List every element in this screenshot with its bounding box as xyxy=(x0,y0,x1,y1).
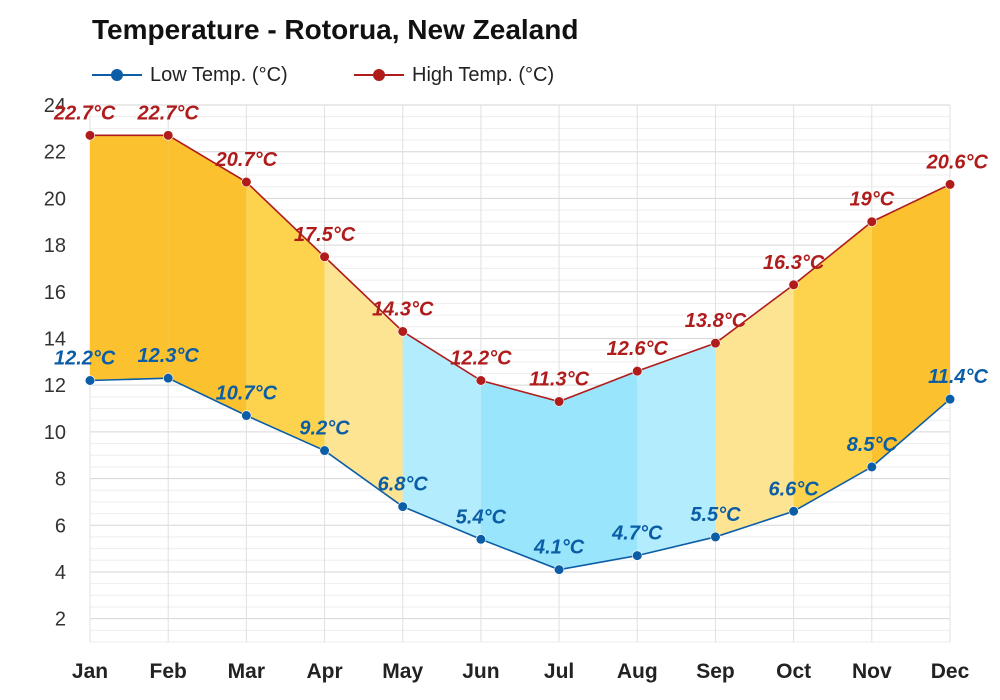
high-temp-data-label: 12.6°C xyxy=(607,338,669,360)
high-temp-point xyxy=(475,375,487,386)
chart-title: Temperature - Rotorua, New Zealand xyxy=(92,14,579,45)
x-tick-label-jan: Jan xyxy=(72,660,108,683)
high-temp-line xyxy=(90,134,951,403)
y-tick-label: 4 xyxy=(55,562,66,584)
high-temp-data-label: 14.3°C xyxy=(372,298,434,320)
range-band-nov xyxy=(871,184,950,467)
high-temp-point xyxy=(788,279,799,290)
range-band-sep xyxy=(715,284,794,537)
high-temp-point xyxy=(632,366,643,377)
x-tick-label-feb: Feb xyxy=(150,660,187,683)
low-temp-data-label: 4.1°C xyxy=(533,537,585,559)
low-temp-data-label: 11.4°C xyxy=(928,366,988,388)
low-temp-line xyxy=(89,377,951,571)
high-temp-point xyxy=(84,130,96,141)
legend-line-high-icon xyxy=(354,69,404,81)
y-tick-label: 20 xyxy=(44,188,66,210)
y-tick-label: 2 xyxy=(55,609,66,631)
high-temp-point xyxy=(319,251,330,262)
legend-item-high[interactable]: High Temp. (°C) xyxy=(354,60,554,90)
low-temp-point xyxy=(241,410,252,421)
high-temp-data-label: 22.7°C xyxy=(53,102,116,124)
range-band-feb xyxy=(168,135,247,416)
high-temp-data-label: 13.8°C xyxy=(685,310,747,332)
low-temp-data-label: 10.7°C xyxy=(216,383,278,405)
low-temp-point xyxy=(163,373,174,384)
low-temp-point xyxy=(866,461,877,472)
low-temp-point xyxy=(319,445,330,456)
x-tick-label-apr: Apr xyxy=(306,660,342,683)
low-temp-point xyxy=(397,501,408,512)
x-tick-label-nov: Nov xyxy=(852,660,892,683)
y-tick-label: 24 xyxy=(44,95,66,117)
x-tick-label-jun: Jun xyxy=(462,660,499,683)
low-temp-data-label: 4.7°C xyxy=(611,523,663,545)
x-tick-label-may: May xyxy=(382,660,423,683)
high-temp-data-label: 17.5°C xyxy=(294,224,356,246)
range-band-aug xyxy=(637,343,716,556)
low-temp-point xyxy=(553,564,565,575)
range-band-mar xyxy=(246,182,325,451)
high-temp-data-label: 20.7°C xyxy=(215,149,278,171)
high-temp-point xyxy=(163,130,174,141)
high-temp-point xyxy=(553,396,565,407)
y-tick-label: 12 xyxy=(44,375,66,397)
legend-label-high: High Temp. (°C) xyxy=(412,63,555,86)
low-temp-point xyxy=(710,531,721,543)
low-temp-data-label: 12.2°C xyxy=(54,348,116,370)
range-band-oct xyxy=(793,221,872,512)
high-temp-point xyxy=(397,326,408,337)
x-tick-label-mar: Mar xyxy=(228,660,265,683)
high-temp-point xyxy=(241,176,252,188)
x-tick-label-jul: Jul xyxy=(544,660,574,683)
low-temp-point xyxy=(475,534,487,545)
range-band-jun xyxy=(480,380,560,570)
y-tick-label: 22 xyxy=(44,142,66,164)
high-temp-data-label: 20.6°C xyxy=(926,151,989,173)
high-temp-data-label: 22.7°C xyxy=(136,102,199,124)
low-temp-point xyxy=(788,506,799,517)
low-temp-data-label: 6.6°C xyxy=(769,478,820,500)
high-temp-data-label: 11.3°C xyxy=(529,369,589,391)
low-temp-data-label: 9.2°C xyxy=(299,418,350,440)
range-band-jan xyxy=(90,135,169,381)
high-temp-data-label: 12.2°C xyxy=(450,348,512,370)
high-temp-data-label: 19°C xyxy=(849,189,894,211)
x-tick-label-oct: Oct xyxy=(776,660,811,683)
y-tick-label: 8 xyxy=(55,469,66,491)
low-temp-data-label: 6.8°C xyxy=(378,474,429,496)
low-temp-data-label: 5.4°C xyxy=(456,506,507,528)
y-tick-label: 18 xyxy=(44,235,66,257)
high-temp-point xyxy=(944,179,956,190)
low-temp-data-label: 8.5°C xyxy=(847,434,898,456)
y-tick-label: 6 xyxy=(55,515,66,537)
x-tick-label-sep: Sep xyxy=(696,660,735,683)
high-temp-point xyxy=(866,216,877,227)
range-band-apr xyxy=(324,256,403,507)
low-temp-point xyxy=(944,394,956,405)
high-temp-data-label: 16.3°C xyxy=(763,252,825,274)
y-tick-label: 14 xyxy=(44,328,66,350)
range-band-jul xyxy=(559,371,638,570)
low-temp-data-label: 12.3°C xyxy=(137,345,199,367)
low-temp-data-label: 5.5°C xyxy=(690,504,741,526)
legend-item-low[interactable]: Low Temp. (°C) xyxy=(92,60,288,90)
low-temp-point xyxy=(84,375,96,386)
legend-line-low-icon xyxy=(92,69,142,81)
low-temp-point xyxy=(632,550,643,561)
high-temp-point xyxy=(710,338,721,349)
y-tick-label: 10 xyxy=(44,422,66,444)
x-tick-label-dec: Dec xyxy=(931,660,970,683)
y-tick-label: 16 xyxy=(44,282,66,304)
x-tick-label-aug: Aug xyxy=(617,660,658,683)
legend-label-low: Low Temp. (°C) xyxy=(150,63,288,86)
range-band-may xyxy=(402,331,481,540)
